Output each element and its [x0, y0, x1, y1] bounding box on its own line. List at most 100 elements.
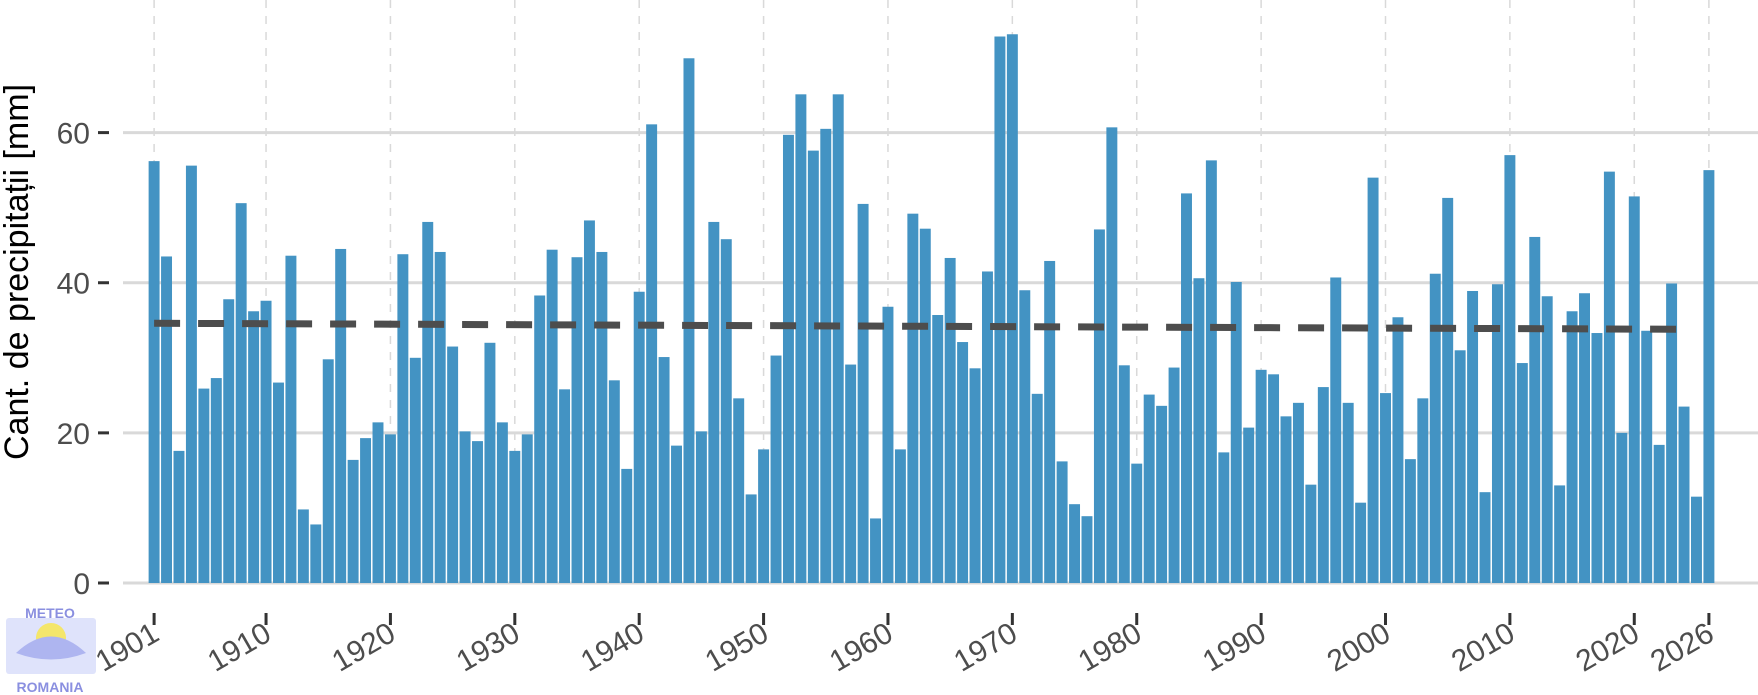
- bar-1916: [335, 248, 347, 583]
- bar-1906: [210, 378, 222, 583]
- y-axis-ticks: 0 20 40 60: [57, 118, 109, 601]
- x-tick-label-2000: 2000: [1322, 616, 1396, 678]
- bar-1968: [982, 271, 993, 583]
- bar-1985: [1193, 278, 1205, 583]
- x-tick-label-1920: 1920: [327, 616, 401, 678]
- bar-1930: [509, 450, 521, 583]
- bar-1926: [459, 431, 471, 583]
- bar-2024: [1678, 406, 1690, 583]
- bar-1908: [235, 203, 247, 583]
- bar-1917: [347, 459, 359, 583]
- bar-1919: [372, 422, 384, 583]
- bar-1970: [1006, 34, 1018, 583]
- bar-1956: [832, 94, 844, 583]
- trend-segment: [154, 319, 1685, 333]
- bar-1905: [198, 388, 210, 583]
- bar-1969: [994, 36, 1006, 583]
- bar-1993: [1292, 402, 1304, 583]
- bar-1997: [1342, 402, 1354, 583]
- trend-line: [154, 319, 1685, 333]
- bar-1998: [1355, 502, 1367, 583]
- x-tick-label-2020: 2020: [1570, 616, 1644, 678]
- bar-1945: [695, 431, 707, 583]
- bar-2025: [1690, 496, 1702, 583]
- bar-1918: [360, 438, 372, 583]
- bar-1941: [646, 124, 658, 583]
- bar-1955: [820, 128, 832, 583]
- x-tick-label-1910: 1910: [202, 616, 276, 678]
- bar-2001: [1392, 317, 1404, 583]
- bar-2011: [1516, 363, 1528, 583]
- y-tick-label-20: 20: [57, 418, 90, 451]
- bar-1947: [720, 239, 732, 583]
- bar-2017: [1591, 333, 1603, 583]
- bar-1960: [882, 306, 894, 583]
- bar-1972: [1031, 393, 1043, 583]
- bar-1967: [969, 368, 981, 583]
- bar-1982: [1156, 405, 1168, 583]
- bar-2007: [1467, 290, 1479, 583]
- bar-1948: [733, 398, 745, 583]
- bar-1981: [1143, 394, 1155, 583]
- bar-1923: [422, 221, 434, 583]
- bar-1988: [1230, 281, 1242, 583]
- bar-2018: [1603, 171, 1615, 583]
- bar-1914: [310, 524, 322, 583]
- bar-1961: [894, 449, 906, 583]
- bar-1974: [1056, 461, 1068, 583]
- bar-1951: [770, 355, 782, 583]
- bar-1935: [571, 257, 583, 583]
- logo-bottom-text: ROMANIA: [17, 679, 84, 695]
- bar-1966: [957, 342, 969, 583]
- bars: [148, 34, 1715, 584]
- bar-1938: [608, 380, 620, 583]
- bar-2012: [1529, 236, 1541, 583]
- bar-1977: [1093, 229, 1105, 583]
- bar-1931: [521, 434, 533, 583]
- bar-2006: [1454, 350, 1466, 583]
- bar-1902: [161, 256, 173, 583]
- bar-1937: [596, 251, 608, 583]
- bar-1932: [534, 295, 546, 583]
- bar-1928: [484, 342, 496, 583]
- bar-1929: [496, 422, 508, 583]
- bar-1996: [1330, 277, 1342, 583]
- x-tick-label-1990: 1990: [1197, 616, 1271, 678]
- bar-1958: [857, 203, 869, 583]
- bar-2022: [1653, 444, 1665, 583]
- bar-1986: [1205, 160, 1217, 583]
- bar-1921: [397, 254, 409, 583]
- bar-1980: [1131, 463, 1143, 583]
- bar-1944: [683, 58, 695, 583]
- bar-2016: [1579, 293, 1590, 583]
- bar-1991: [1268, 374, 1280, 583]
- bar-1949: [745, 494, 757, 583]
- x-tick-label-1950: 1950: [700, 616, 774, 678]
- bar-1942: [658, 357, 670, 583]
- x-tick-label-1970: 1970: [949, 616, 1023, 678]
- bar-1946: [708, 221, 720, 583]
- bar-1987: [1218, 452, 1230, 583]
- bar-1913: [297, 509, 309, 583]
- bar-1971: [1019, 290, 1031, 583]
- bar-2015: [1566, 311, 1578, 583]
- bar-2023: [1666, 283, 1678, 583]
- x-tick-label-1980: 1980: [1073, 616, 1147, 678]
- bar-2008: [1479, 492, 1491, 583]
- bar-1995: [1317, 387, 1329, 583]
- x-tick-label-1940: 1940: [575, 616, 649, 678]
- bar-1950: [758, 449, 770, 583]
- bar-1965: [944, 257, 956, 583]
- bar-1984: [1181, 193, 1192, 583]
- bar-1983: [1168, 367, 1180, 583]
- bar-1904: [185, 165, 197, 583]
- bar-1963: [919, 228, 931, 583]
- bar-2010: [1504, 155, 1516, 583]
- bar-2020: [1628, 196, 1640, 583]
- bar-1934: [559, 389, 571, 583]
- bar-1959: [870, 518, 881, 583]
- bar-1911: [273, 382, 284, 583]
- bar-1973: [1044, 260, 1056, 583]
- bar-1940: [633, 291, 645, 583]
